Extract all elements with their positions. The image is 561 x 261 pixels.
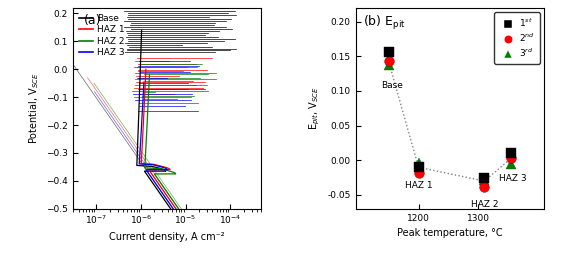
Y-axis label: E$_{pit}$, V$_{SCE}$: E$_{pit}$, V$_{SCE}$ (307, 86, 322, 130)
Text: HAZ 2: HAZ 2 (471, 200, 498, 210)
Text: HAZ 3: HAZ 3 (499, 174, 526, 183)
Y-axis label: Potential, V$_{SCE}$: Potential, V$_{SCE}$ (27, 73, 40, 144)
Legend: 1$^{st}$, 2$^{nd}$, 3$^{rd}$: 1$^{st}$, 2$^{nd}$, 3$^{rd}$ (494, 12, 540, 64)
Text: (a): (a) (84, 14, 102, 27)
X-axis label: Current density, A cm⁻²: Current density, A cm⁻² (109, 232, 225, 242)
Text: Base: Base (381, 81, 402, 90)
Legend: Base, HAZ 1, HAZ 2, HAZ 3: Base, HAZ 1, HAZ 2, HAZ 3 (77, 12, 127, 59)
Text: HAZ 1: HAZ 1 (404, 181, 433, 190)
Text: (b) $\mathregular{E_{pit}}$: (b) $\mathregular{E_{pit}}$ (363, 14, 406, 32)
X-axis label: Peak temperature, °C: Peak temperature, °C (397, 228, 503, 238)
